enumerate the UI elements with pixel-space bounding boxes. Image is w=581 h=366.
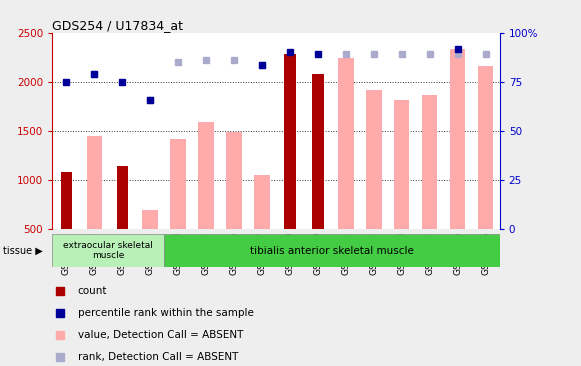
Bar bbox=[227, 132, 242, 229]
Bar bbox=[366, 90, 382, 229]
Bar bbox=[198, 122, 214, 229]
Bar bbox=[313, 74, 324, 229]
Text: count: count bbox=[78, 286, 107, 296]
Bar bbox=[478, 66, 493, 229]
Bar bbox=[142, 210, 158, 229]
Bar bbox=[117, 166, 128, 229]
Text: value, Detection Call = ABSENT: value, Detection Call = ABSENT bbox=[78, 330, 243, 340]
Bar bbox=[284, 55, 296, 229]
Bar bbox=[422, 95, 437, 229]
Text: GDS254 / U17834_at: GDS254 / U17834_at bbox=[52, 19, 183, 32]
Bar bbox=[87, 136, 102, 229]
Text: percentile rank within the sample: percentile rank within the sample bbox=[78, 308, 254, 318]
Bar bbox=[170, 139, 186, 229]
Text: extraocular skeletal
muscle: extraocular skeletal muscle bbox=[63, 241, 153, 261]
Bar bbox=[338, 59, 354, 229]
Bar bbox=[60, 172, 72, 229]
Bar bbox=[394, 100, 410, 229]
Text: rank, Detection Call = ABSENT: rank, Detection Call = ABSENT bbox=[78, 352, 238, 362]
Text: tibialis anterior skeletal muscle: tibialis anterior skeletal muscle bbox=[250, 246, 414, 256]
Bar bbox=[52, 234, 164, 267]
Bar bbox=[254, 175, 270, 229]
Text: tissue ▶: tissue ▶ bbox=[3, 246, 42, 256]
Bar bbox=[164, 234, 500, 267]
Bar bbox=[450, 49, 465, 229]
